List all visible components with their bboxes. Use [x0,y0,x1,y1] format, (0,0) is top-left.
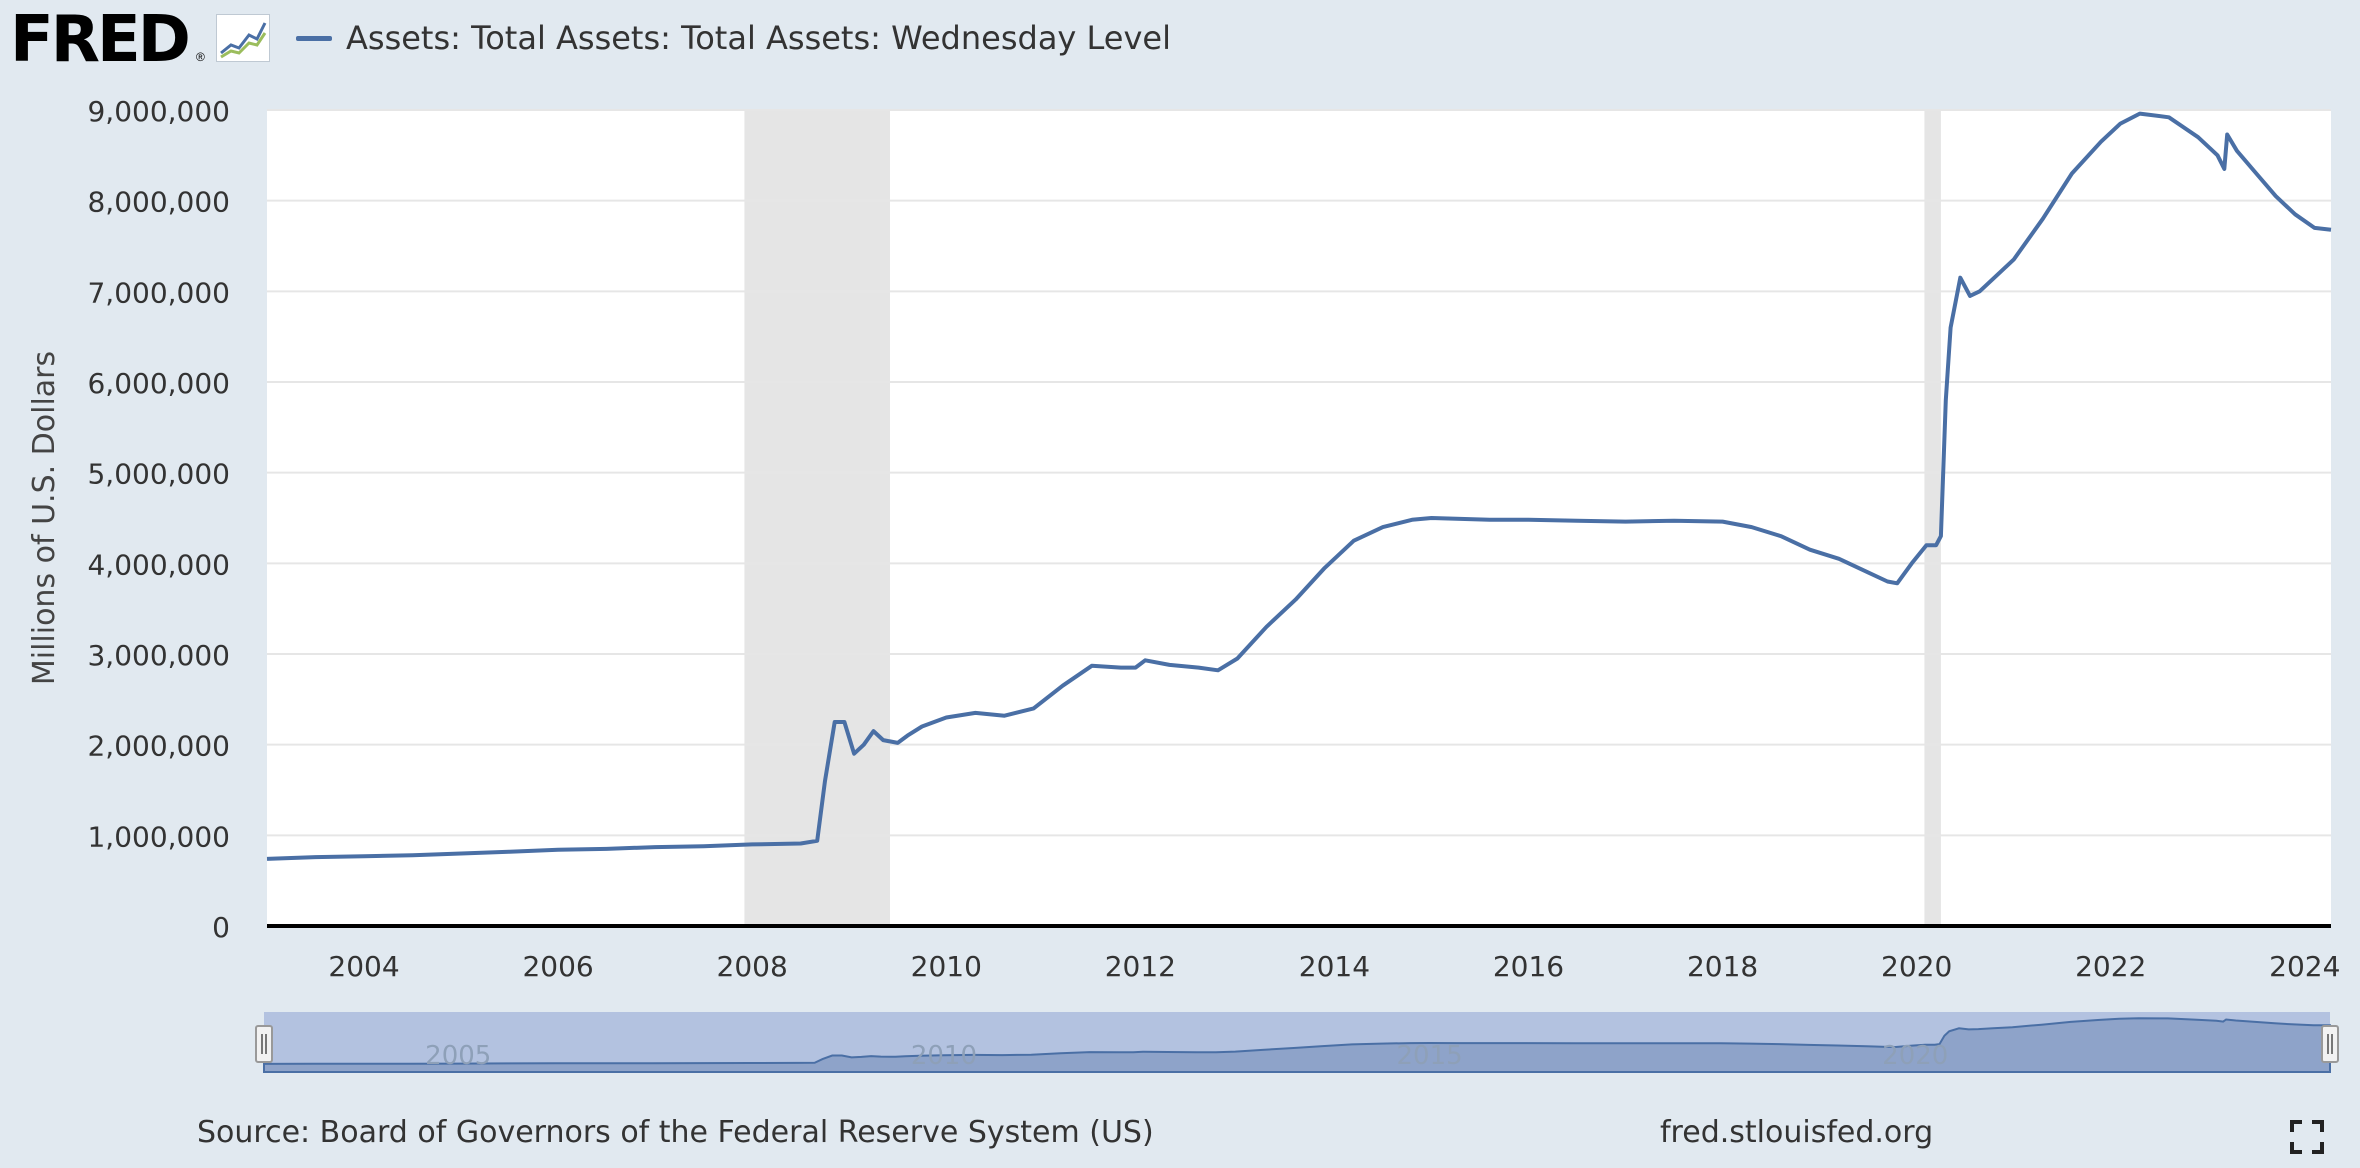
recession-band [1924,110,1941,926]
chart-header: FRED ® Assets: Total Assets: Total Asset… [0,0,2360,90]
navigator-series [263,1017,2331,1073]
y-tick-label: 2,000,000 [87,730,230,763]
y-tick-label: 8,000,000 [87,186,230,219]
series-line [266,111,2332,861]
y-tick-label: 9,000,000 [87,95,230,128]
line-graph-icon [216,14,270,62]
x-tick-label: 2016 [1493,950,1564,983]
y-tick-label: 4,000,000 [87,548,230,581]
y-tick-label: 6,000,000 [87,367,230,400]
fred-logo[interactable]: FRED [10,3,191,77]
x-tick-label: 2008 [717,950,788,983]
x-tick-label: 2022 [2075,950,2146,983]
navigator-label: 2010 [911,1041,977,1071]
navigator-handle-right[interactable] [2321,1025,2339,1063]
y-tick-label: 3,000,000 [87,639,230,672]
x-tick-label: 2012 [1105,950,1176,983]
x-tick-label: 2018 [1687,950,1758,983]
x-tick-label: 2004 [328,950,399,983]
y-tick-label: 0 [212,911,230,944]
x-tick-label: 2014 [1299,950,1370,983]
recession-band [744,110,890,926]
navigator-label: 2015 [1396,1041,1462,1071]
legend-swatch [296,36,332,41]
y-tick-label: 5,000,000 [87,458,230,491]
source-url[interactable]: fred.stlouisfed.org [1660,1115,1934,1150]
registered-mark: ® [196,50,205,64]
legend-label[interactable]: Assets: Total Assets: Total Assets: Wedn… [346,19,1171,57]
x-tick-label: 2006 [522,950,593,983]
y-tick-label: 7,000,000 [87,276,230,309]
plot-area [267,110,2331,926]
x-tick-label: 2020 [1881,950,1952,983]
navigator-handle-left[interactable] [255,1025,273,1063]
navigator-label: 2020 [1882,1041,1948,1071]
y-axis-title: Millions of U.S. Dollars [27,351,62,685]
navigator-label: 2005 [425,1041,491,1071]
x-tick-label: 2024 [2269,950,2340,983]
x-tick-label: 2010 [911,950,982,983]
source-text: Source: Board of Governors of the Federa… [197,1115,1154,1150]
y-tick-label: 1,000,000 [87,820,230,853]
fullscreen-icon[interactable] [2290,1120,2324,1154]
